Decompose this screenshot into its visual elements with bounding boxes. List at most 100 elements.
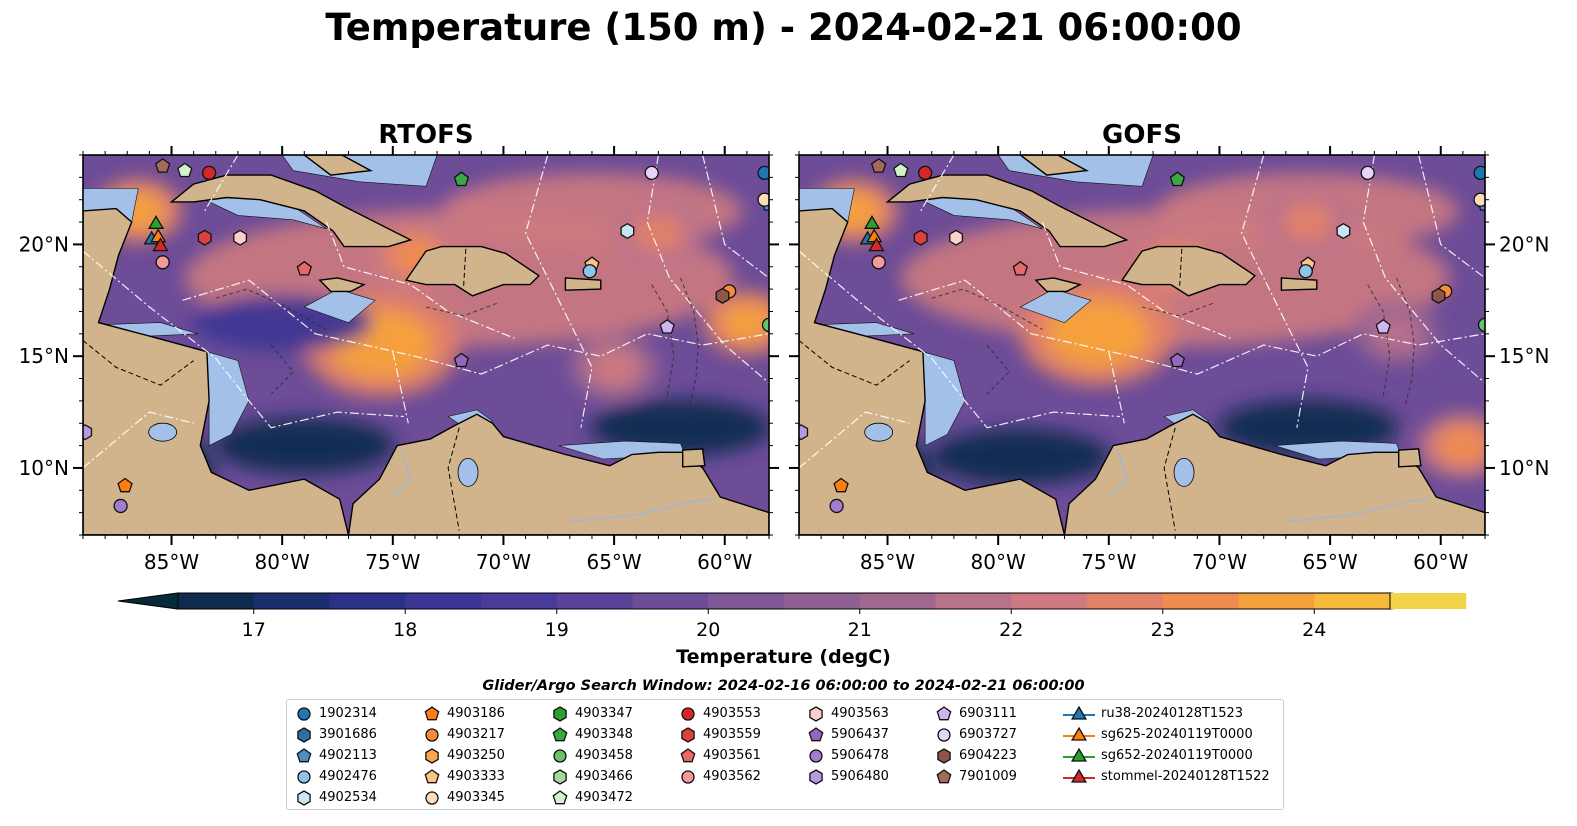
- eez-boundary: [83, 250, 404, 429]
- land-jamaica: [318, 277, 366, 293]
- legend-label: 4903553: [703, 706, 761, 721]
- argo-float-4902476: [1298, 264, 1313, 279]
- eez-boundary: [392, 351, 409, 424]
- bathymetry-contour: [1141, 301, 1216, 317]
- lon-tick-label: 65°W: [586, 550, 641, 574]
- legend-item: 4903563: [807, 703, 889, 724]
- pentagon-icon: [936, 768, 952, 783]
- argo-float-5906437: [453, 352, 470, 368]
- legend: 1902314 3901686 4902113 4902476 4902534 49031…: [286, 699, 1284, 810]
- warm-core-center: [1281, 202, 1334, 243]
- legend-item: 4903333: [423, 766, 505, 787]
- legend-item: 4903186: [423, 703, 505, 724]
- circle-icon: [681, 706, 695, 721]
- legend-label: 4903561: [703, 748, 761, 763]
- shelf-jamaica: [303, 288, 376, 323]
- country-border: [83, 340, 194, 386]
- colorbar-tick-label: 19: [545, 619, 569, 641]
- country-border: [1179, 248, 1183, 287]
- argo-float-4903458: [1477, 317, 1485, 333]
- legend-item: 4903466: [551, 766, 633, 787]
- lon-tick-label: 60°W: [697, 550, 752, 574]
- colorbar-segment: [329, 593, 406, 609]
- colorbar-segment: [253, 593, 330, 609]
- panel-title-rtofs: RTOFS: [378, 120, 474, 150]
- colorbar-segment: [1390, 593, 1467, 609]
- legend-label: 4903347: [575, 706, 633, 721]
- argo-float-6903727: [1360, 165, 1375, 181]
- argo-float-4903561: [1012, 260, 1028, 276]
- triangle-icon: [1063, 705, 1095, 720]
- argo-float-4903559: [913, 229, 928, 246]
- colorbar-segment: [1011, 593, 1088, 609]
- argo-float-4902534: [1336, 222, 1351, 240]
- argo-float-6903111: [1375, 318, 1391, 334]
- hexagon-icon: [425, 747, 439, 764]
- colorbar-segment: [481, 593, 558, 609]
- legend-label: 4903562: [703, 769, 761, 784]
- lon-tick-label: 85°W: [144, 550, 199, 574]
- colorbar-tick-label: 17: [242, 619, 266, 641]
- legend-label: sg652-20240119T0000: [1101, 748, 1253, 763]
- circle-icon: [297, 706, 311, 721]
- legend-label: 4903472: [575, 790, 633, 805]
- warm-core-center: [632, 213, 685, 254]
- lat-tick-label: 10°N: [19, 456, 69, 480]
- triangle-icon: [1063, 747, 1095, 762]
- eez-boundary: [898, 279, 1485, 375]
- land-bahamas: [1019, 155, 1089, 176]
- legend-label: 4903458: [575, 748, 633, 763]
- argo-float-4903563: [233, 229, 248, 246]
- legend-item: 6903111: [935, 703, 1017, 724]
- argo-float-4903348: [453, 171, 470, 187]
- lake-nicaragua: [864, 422, 894, 442]
- pentagon-icon: [680, 747, 696, 762]
- pentagon-icon: [808, 726, 824, 741]
- bathymetry-contour: [1395, 277, 1415, 406]
- legend-item: 4903250: [423, 745, 505, 766]
- legend-item: 6904223: [935, 745, 1017, 766]
- hexagon-icon: [553, 768, 567, 785]
- legend-item: sg625-20240119T0000: [1063, 724, 1253, 745]
- legend-label: 4903348: [575, 727, 633, 742]
- map-panel-rtofs: [83, 155, 769, 535]
- colorbar-segment: [1238, 593, 1315, 609]
- legend-item: 5906480: [807, 766, 889, 787]
- bathymetry-contour: [931, 288, 1043, 330]
- argo-float-6904223: [1431, 287, 1446, 304]
- legend-item: 4903347: [551, 703, 633, 724]
- legend-label: 4903345: [447, 790, 505, 805]
- legend-item: 4903217: [423, 724, 505, 745]
- shelf-jamaica: [1019, 288, 1092, 323]
- argo-float-7901009: [154, 158, 171, 173]
- argo-float-5906480: [83, 424, 93, 441]
- land-jamaica: [1034, 277, 1082, 293]
- legend-item: 4903559: [679, 724, 761, 745]
- argo-float-4903553: [917, 165, 933, 181]
- lake-maracaibo: [1173, 458, 1195, 487]
- legend-label: 4903466: [575, 769, 633, 784]
- legend-item: 7901009: [935, 766, 1017, 787]
- circle-icon: [937, 727, 951, 742]
- argo-float-4903345: [757, 192, 769, 207]
- argo-float-7901009: [870, 158, 887, 173]
- colorbar-tick-label: 24: [1302, 619, 1326, 641]
- legend-item: 4903562: [679, 766, 761, 787]
- lat-tick-label: 20°N: [19, 232, 69, 256]
- land-south-america: [1063, 413, 1485, 535]
- argo-float-4903553: [201, 165, 217, 181]
- legend-label: ru38-20240128T1523: [1101, 706, 1244, 721]
- land-trinidad: [1397, 448, 1422, 468]
- colorbar-segment: [1162, 593, 1239, 609]
- bathymetry-contour: [651, 284, 675, 397]
- land-bahamas: [303, 155, 373, 176]
- land-puerto-rico: [1280, 277, 1318, 291]
- warm-core-center: [588, 347, 641, 388]
- eez-boundary: [1108, 351, 1125, 424]
- legend-item: stommel-20240128T1522: [1063, 766, 1270, 787]
- argo-float-4903186: [117, 477, 133, 493]
- country-border: [799, 340, 910, 386]
- legend-label: 5906437: [831, 727, 889, 742]
- legend-label: 5906480: [831, 769, 889, 784]
- lat-tick-label: 15°N: [19, 344, 69, 368]
